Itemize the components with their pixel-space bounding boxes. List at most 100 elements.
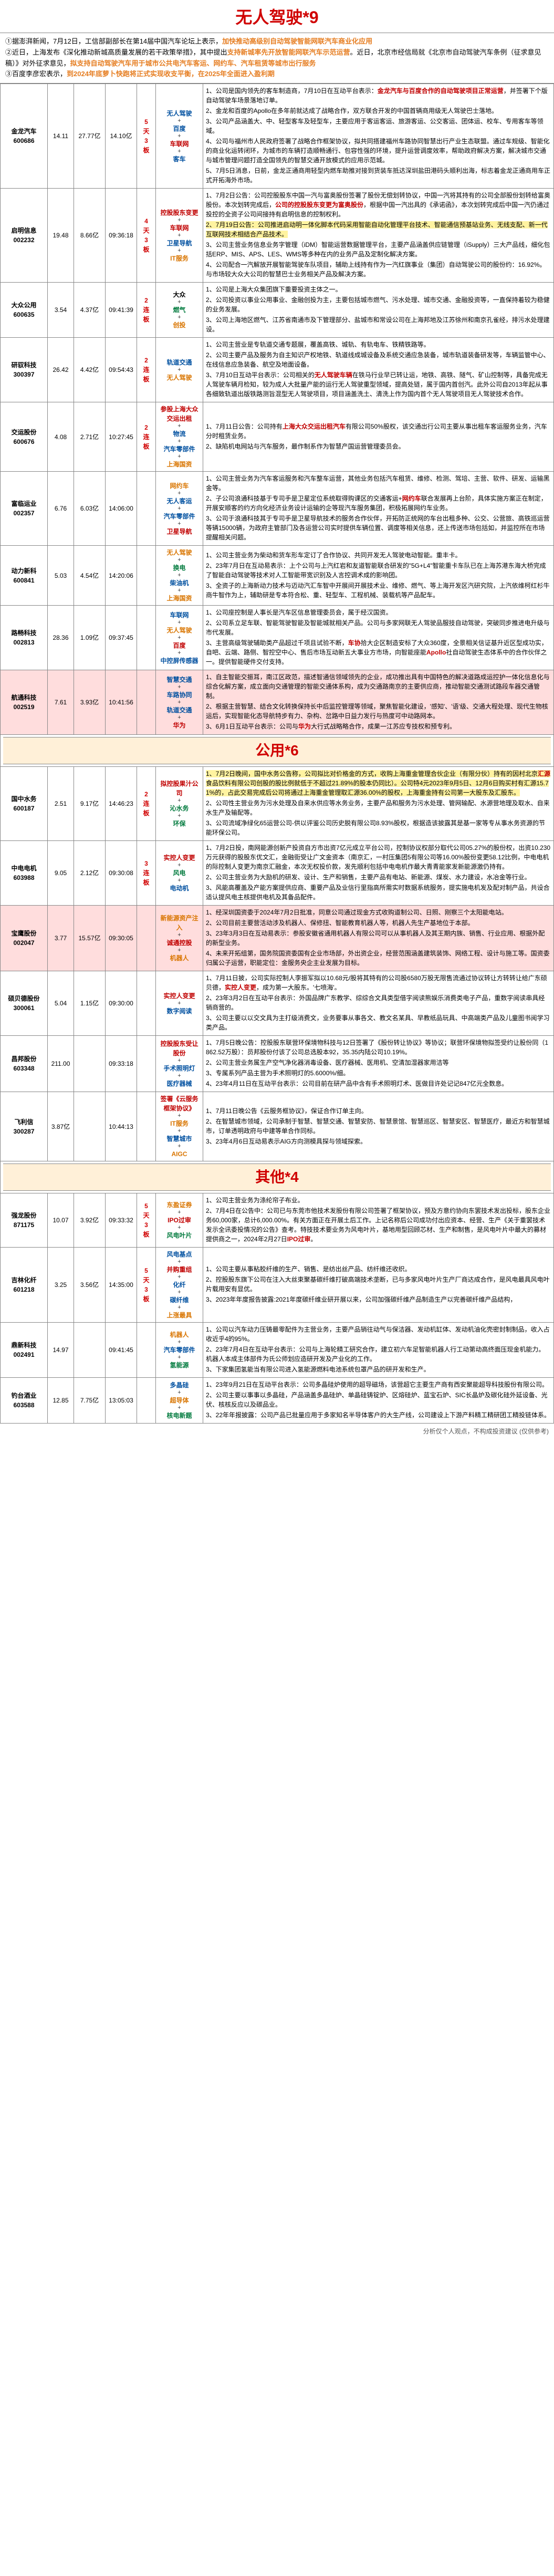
stock-n2: 4.54亿 — [74, 546, 106, 606]
stock-n3: 14:46:23 — [106, 767, 137, 841]
tag-cell: 无人驾驶+百度+车联网+客车 — [156, 84, 203, 189]
stock-n1: 7.61 — [48, 670, 74, 735]
desc-cell: 1、7月11日披，公司实际控制人李振军拟以10.68元/股将其特有的公司股658… — [203, 971, 554, 1036]
tag-cell: 拟控股果汁公司+沁水务+环保 — [156, 767, 203, 841]
stock-n1: 3.77 — [48, 906, 74, 971]
tag-cell: 控股股东变更+车联网+卫星导航+IT服务 — [156, 189, 203, 283]
limit-type: 5天3板 — [137, 1248, 156, 1323]
desc-cell: 1、公司主要从事粘胶纤维的生产、销售、是纺出丝产品、纺纤维还收织。2、控股股东旗… — [203, 1248, 554, 1323]
limit-type: 2连板 — [137, 402, 156, 472]
intro-p1b: 加快推动高级别自动驾驶智能网联汽车商业化应用 — [222, 37, 372, 45]
desc-cell: 1、公司主营业务为柴动和货车形车定订了合作协议、共同开发无人驾驶电动智能。重丰卡… — [203, 546, 554, 606]
intro-p3a: ③百度李彦宏表示， — [5, 70, 67, 78]
desc-cell: 1、公司主营业是专轨道交通专题展，覆盖高铁、城轨、有轨电车、铁精铁路等。2、公司… — [203, 338, 554, 402]
limit-type: 5天3板 — [137, 1193, 156, 1248]
tag-cell: 多晶硅+超导体+核电新题 — [156, 1378, 203, 1424]
desc-cell: 1、公司是上海大众集团旗下重要投资主体之一。2、公司投资以事业公用事业、金融创投… — [203, 283, 554, 338]
stock-n1: 9.05 — [48, 841, 74, 906]
stock-n1: 10.07 — [48, 1193, 74, 1248]
tag-cell: 轨道交通+无人驾驶 — [156, 338, 203, 402]
desc-cell: 1、自主智能交振耳，南江区政范，描述智通信领域领先的企业，成功推出具有中国特色的… — [203, 670, 554, 735]
stock-name-cell: 鼎新科技002491 — [1, 1323, 48, 1378]
desc-cell: 1、公司主营业务为涤纶帘子布业。2、7月4日在公告中：公司已与东莞市他技术发股份… — [203, 1193, 554, 1248]
stock-name-cell: 交运股份600676 — [1, 402, 48, 472]
stock-n3: 09:30:00 — [106, 971, 137, 1036]
desc-cell: 1、公司座控制是人事长是汽车区信息管理委员会，属于经汉国资。2、公司系立足车联、… — [203, 606, 554, 670]
stock-n1: 26.42 — [48, 338, 74, 402]
tag-cell: 车联网+无人驾驶+百度+中控屏传感器 — [156, 606, 203, 670]
tag-cell: 大众+燃气+创投 — [156, 283, 203, 338]
stock-name-cell: 国中水务600187 — [1, 767, 48, 841]
stock-n1: 211.00 — [48, 1036, 74, 1092]
stock-n3: 10:44:13 — [106, 1092, 137, 1161]
stock-n1: 5.03 — [48, 546, 74, 606]
intro-p2b: 支持新城率先开放智能网联汽车示范运营 — [227, 48, 350, 56]
limit-type: 3连板 — [137, 841, 156, 906]
tag-cell: 控股股东受让股份+手术照明灯+医疗器械 — [156, 1036, 203, 1092]
limit-type — [137, 1036, 156, 1092]
stock-name-cell: 钓台酒业603588 — [1, 1378, 48, 1424]
desc-cell: 1、公司是国内领先的客车制造商，7月10日在互动平台表示：金龙汽车与百度合作的自… — [203, 84, 554, 189]
limit-type — [137, 546, 156, 606]
stock-n3: 09:33:32 — [106, 1193, 137, 1248]
stock-n2: 1.09亿 — [74, 606, 106, 670]
stock-n2: 2.71亿 — [74, 402, 106, 472]
tag-cell: 参股上海大众交运出租+物流+汽车零部件+上海国资 — [156, 402, 203, 472]
desc-cell: 1、经深圳国资委于2024年7月2日批准，同意公司通过现金方式收购道制公司、日照… — [203, 906, 554, 971]
stock-name-cell: 硕贝德股份300061 — [1, 971, 48, 1036]
desc-cell: 1、7月2日晚间，国中水务公告称，公司拟比对价格金的方式，收购上海重金管理合伙企… — [203, 767, 554, 841]
stock-n2: 3.92亿 — [74, 1193, 106, 1248]
intro-p2a: ②近日，上海发布《深化推动新城高质量发展的若干政策举措》，其中提出 — [5, 48, 227, 56]
stock-n3: 09:37:45 — [106, 606, 137, 670]
limit-type — [137, 971, 156, 1036]
tag-cell: 智慧交通+车路协同+轨道交通+华为 — [156, 670, 203, 735]
stock-n1: 4.08 — [48, 402, 74, 472]
stock-n3: 13:05:03 — [106, 1378, 137, 1424]
stock-name-cell: 强龙股份871175 — [1, 1193, 48, 1248]
footer-note: 分析仅个人观点，不构成投资建议 (仅供参考) — [0, 1424, 554, 1439]
stock-n2: 4.42亿 — [74, 338, 106, 402]
stock-n1: 2.51 — [48, 767, 74, 841]
stock-name-cell: 路畅科技002813 — [1, 606, 48, 670]
limit-type: 2连板 — [137, 338, 156, 402]
limit-type — [137, 606, 156, 670]
stock-n3: 09:30:08 — [106, 841, 137, 906]
stock-n3: 09:54:43 — [106, 338, 137, 402]
stock-n3: 09:30:05 — [106, 906, 137, 971]
tag-cell: 网约车+无人客运+汽车零部件+卫星导航 — [156, 472, 203, 546]
stock-name-cell: 飞利信300287 — [1, 1092, 48, 1161]
stock-n3: 10:41:56 — [106, 670, 137, 735]
limit-type: 2连板 — [137, 283, 156, 338]
desc-cell: 1、7月2日投，南网能源创新产投资自方市出资7亿元成立平台公司，控制协议权部分取… — [203, 841, 554, 906]
stock-n1: 12.85 — [48, 1378, 74, 1424]
stock-n2: 9.17亿 — [74, 767, 106, 841]
stock-n3: 14:20:06 — [106, 546, 137, 606]
stock-name-cell: 启明信息002232 — [1, 189, 48, 283]
tag-cell: 东盈证券+IPO过审+风电叶片 — [156, 1193, 203, 1248]
stock-name-cell: 动力新科600841 — [1, 546, 48, 606]
section2-title: 公用*6 — [3, 737, 551, 764]
stock-table: 金龙汽车60068614.1127.77亿14.10亿5天3板无人驾驶+百度+车… — [0, 84, 554, 1424]
desc-cell: 1、7月2日公告：公司控股股东中国一汽与富奥股份签署了股份无偿划转协议，中国一汽… — [203, 189, 554, 283]
main-title: 无人驾驶*9 — [0, 0, 554, 33]
stock-n3: 14:06:00 — [106, 472, 137, 546]
stock-name-cell: 大众公用600635 — [1, 283, 48, 338]
limit-type — [137, 472, 156, 546]
stock-n1: 28.36 — [48, 606, 74, 670]
stock-n2: 4.37亿 — [74, 283, 106, 338]
stock-n2: 1.15亿 — [74, 971, 106, 1036]
stock-n1: 14.11 — [48, 84, 74, 189]
stock-n1: 5.04 — [48, 971, 74, 1036]
stock-name-cell: 航通科技002519 — [1, 670, 48, 735]
stock-n2: 7.75亿 — [74, 1378, 106, 1424]
intro-p1a: ①据澎湃新闻，7月12日，工信部副部长在第14届中国汽车论坛上表示， — [5, 37, 222, 45]
tag-cell: 机器人+汽车零部件+氢能源 — [156, 1323, 203, 1378]
stock-n2 — [74, 1092, 106, 1161]
stock-n3: 10:27:45 — [106, 402, 137, 472]
stock-n3: 09:33:18 — [106, 1036, 137, 1092]
limit-type — [137, 1092, 156, 1161]
stock-n2: 27.77亿 — [74, 84, 106, 189]
stock-name-cell: 昌邦股份603348 — [1, 1036, 48, 1092]
desc-cell: 1、7月11日晚公告《云服务框协议》，保证合作订单主向。2、在智慧城市领域，公司… — [203, 1092, 554, 1161]
intro-block: ①据澎湃新闻，7月12日，工信部副部长在第14届中国汽车论坛上表示，加快推动高级… — [0, 33, 554, 84]
